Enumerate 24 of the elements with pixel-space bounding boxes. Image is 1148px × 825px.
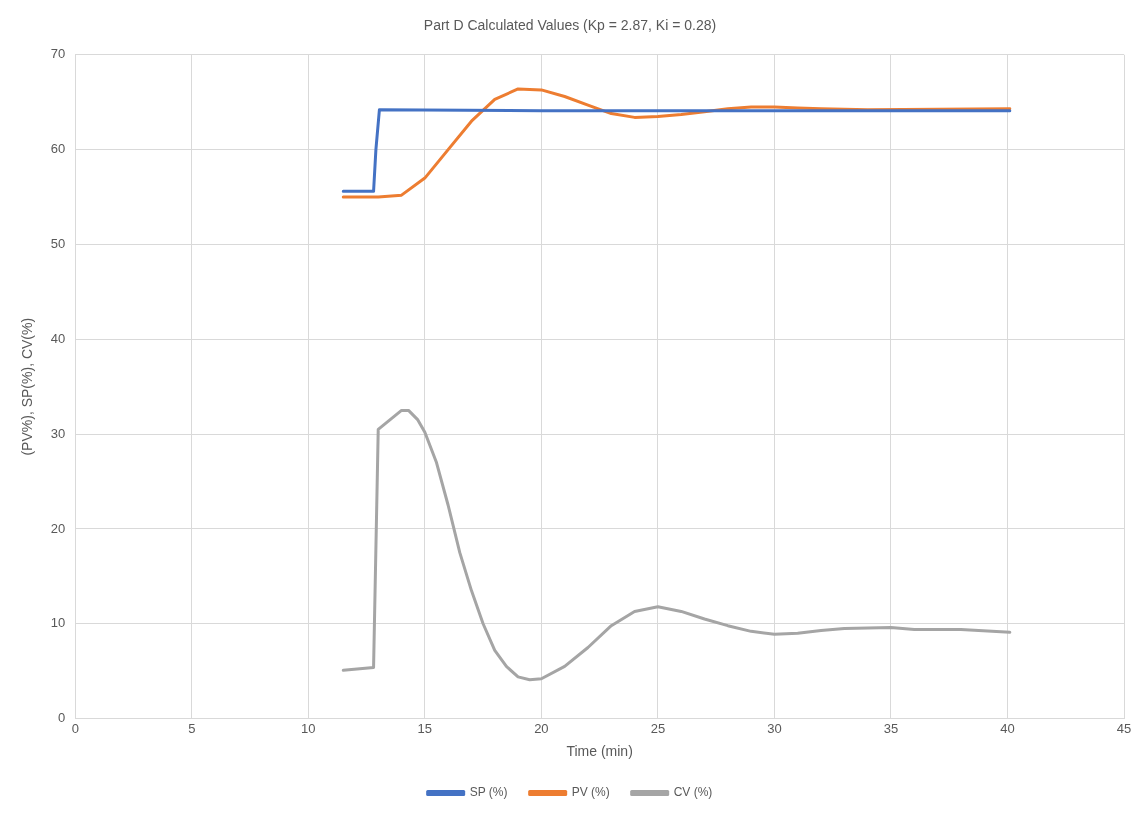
x-tick-label: 0 bbox=[71, 720, 79, 736]
x-axis-title: Time (min) bbox=[566, 743, 633, 760]
x-tick-label: 20 bbox=[534, 720, 549, 736]
x-tick-label: 30 bbox=[767, 720, 782, 736]
x-tick-label: 35 bbox=[883, 720, 899, 736]
legend-label: SP (%) bbox=[469, 785, 508, 800]
y-tick-label: 20 bbox=[50, 520, 66, 536]
x-tick-label: 10 bbox=[301, 720, 316, 736]
x-tick-label: 45 bbox=[1116, 720, 1132, 736]
legend-label: CV (%) bbox=[673, 785, 713, 800]
x-tick-label: 40 bbox=[1000, 720, 1015, 736]
x-tick-label: 15 bbox=[417, 720, 433, 736]
y-tick-label: 60 bbox=[50, 141, 66, 157]
y-axis-title: (PV%), SP(%), CV(%) bbox=[19, 317, 36, 456]
y-tick-label: 50 bbox=[50, 236, 66, 252]
y-tick-label: 10 bbox=[50, 615, 66, 631]
y-tick-label: 40 bbox=[50, 330, 66, 346]
y-tick-label: 0 bbox=[58, 710, 66, 726]
x-tick-label: 5 bbox=[188, 720, 196, 736]
chart-title: Part D Calculated Values (Kp = 2.87, Ki = 0.28) bbox=[423, 17, 717, 34]
legend-label: PV (%) bbox=[571, 785, 610, 800]
y-tick-label: 30 bbox=[50, 425, 66, 441]
y-tick-label: 70 bbox=[50, 46, 66, 62]
x-tick-label: 25 bbox=[650, 720, 666, 736]
